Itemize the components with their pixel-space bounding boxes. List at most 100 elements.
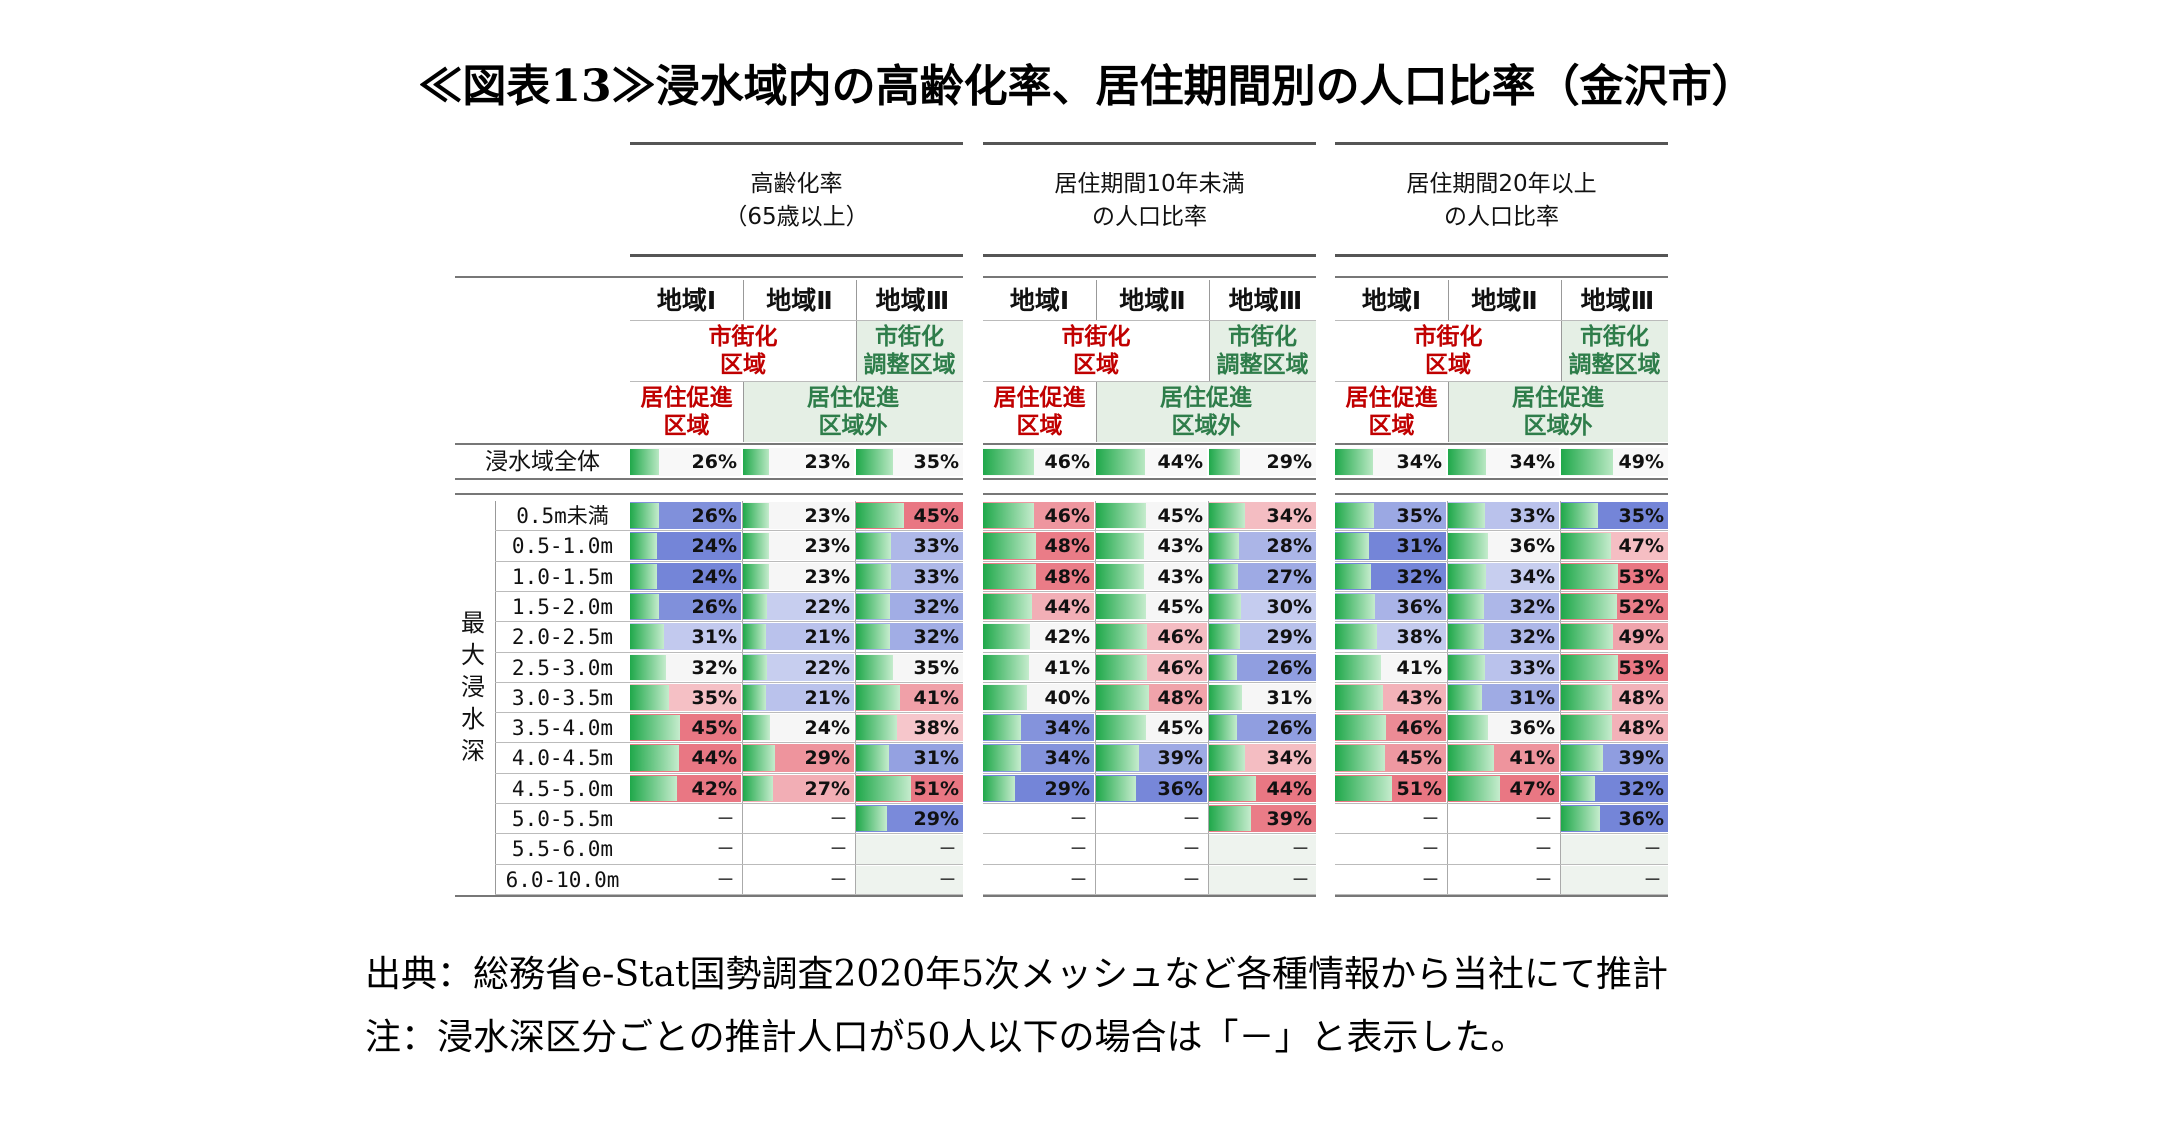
empty-cell-dash: － bbox=[715, 808, 735, 830]
cell-value: 38% bbox=[913, 717, 959, 740]
row-rule bbox=[1335, 651, 1668, 653]
cell-value: 26% bbox=[691, 595, 737, 618]
row-rule bbox=[983, 651, 1316, 653]
row-rule bbox=[495, 560, 630, 562]
row-rule bbox=[983, 530, 1316, 532]
total-value: 34% bbox=[1509, 451, 1555, 473]
data-bar bbox=[1561, 684, 1612, 711]
data-bar bbox=[1561, 745, 1603, 771]
row-rule bbox=[983, 681, 1316, 683]
data-bar bbox=[1096, 563, 1144, 589]
col-divider bbox=[855, 682, 856, 714]
col-divider bbox=[1560, 591, 1561, 623]
row-rule bbox=[630, 863, 963, 865]
data-bar bbox=[1561, 593, 1617, 620]
zone-label-sokushin-gai: 居住促進 bbox=[807, 385, 899, 411]
empty-cell-dash: － bbox=[937, 868, 957, 891]
col-divider bbox=[742, 501, 743, 532]
empty-cell-bg bbox=[1209, 865, 1316, 894]
region-header-rule bbox=[1335, 276, 1668, 278]
row-rule bbox=[983, 621, 1316, 623]
zone-label-sokushin-gai: 居住促進 bbox=[1512, 385, 1604, 411]
row-rule bbox=[983, 772, 1316, 774]
row-rule bbox=[630, 560, 963, 562]
cell-value: 21% bbox=[804, 686, 850, 709]
col-divider bbox=[1560, 804, 1561, 835]
data-bar bbox=[1209, 684, 1242, 711]
cell-value: 44% bbox=[1044, 595, 1090, 618]
col-divider bbox=[1447, 773, 1448, 804]
data-bar bbox=[1209, 563, 1238, 589]
body-top-rule bbox=[983, 493, 1316, 495]
row-rule bbox=[630, 742, 963, 744]
zone-label-shigaika: 区域 bbox=[720, 352, 766, 378]
col-divider bbox=[1208, 773, 1209, 804]
label-col-rule bbox=[455, 276, 630, 278]
data-bar bbox=[743, 654, 767, 680]
cell-value: 41% bbox=[1509, 747, 1555, 770]
data-bar bbox=[983, 654, 1029, 680]
zone-divider bbox=[1096, 382, 1097, 442]
data-bar bbox=[1448, 533, 1488, 559]
empty-cell-bg bbox=[743, 835, 854, 864]
region-label: 地域Ⅲ bbox=[1580, 286, 1655, 315]
col-divider bbox=[1560, 652, 1561, 683]
cell-value: 46% bbox=[1157, 626, 1203, 649]
col-divider bbox=[742, 682, 743, 714]
zone-label-sokushin: 区域 bbox=[1016, 413, 1063, 439]
row-rule bbox=[1335, 590, 1668, 592]
data-bar bbox=[983, 775, 1015, 801]
data-bar bbox=[856, 715, 897, 741]
depth-label: 6.0-10.0m bbox=[505, 867, 620, 892]
cell-value: 48% bbox=[1157, 686, 1203, 709]
col-divider bbox=[855, 743, 856, 774]
zone-label-sokushin-gai: 区域外 bbox=[1171, 413, 1241, 439]
cell-value: 40% bbox=[1044, 686, 1090, 709]
col-divider bbox=[855, 864, 856, 895]
cell-value: 36% bbox=[1396, 595, 1442, 618]
zone-label-sokushin: 居住促進 bbox=[640, 385, 733, 411]
group-header-bottom-rule bbox=[983, 254, 1316, 257]
data-bar bbox=[856, 775, 911, 801]
col-divider bbox=[742, 591, 743, 623]
zone-label-shigaika: 市街化 bbox=[1413, 324, 1483, 350]
row-rule bbox=[1335, 621, 1668, 623]
empty-cell-bg bbox=[1209, 835, 1316, 864]
zone-label-chosei: 調整区域 bbox=[863, 352, 956, 378]
empty-cell-dash: － bbox=[828, 838, 848, 861]
region-label: 地域Ⅱ bbox=[766, 286, 833, 315]
zone-label-chosei: 調整区域 bbox=[1568, 352, 1661, 378]
zone-bottom-rule bbox=[630, 443, 963, 445]
data-bar bbox=[1096, 533, 1144, 559]
cell-value: 30% bbox=[1266, 595, 1312, 618]
group-header-text: 高齢化率 bbox=[750, 171, 843, 197]
data-bar bbox=[1335, 503, 1374, 529]
data-bar bbox=[1096, 624, 1147, 650]
cell-value: 23% bbox=[804, 505, 850, 527]
zone-label-chosei: 調整区域 bbox=[1216, 352, 1309, 378]
depth-label: 4.0-4.5m bbox=[511, 746, 614, 771]
data-bar bbox=[630, 563, 657, 589]
empty-cell-bg bbox=[1335, 805, 1446, 834]
zone-label-sokushin-gai: 区域外 bbox=[1523, 413, 1593, 439]
row-rule bbox=[630, 530, 963, 532]
cell-value: 49% bbox=[1618, 626, 1664, 649]
cell-value: 32% bbox=[1509, 626, 1555, 649]
total-bar bbox=[1335, 449, 1373, 475]
col-divider bbox=[1095, 531, 1096, 562]
data-bar bbox=[743, 563, 769, 589]
side-label-char: 浸 bbox=[461, 673, 485, 702]
total-bottom-rule bbox=[630, 478, 963, 480]
data-bar bbox=[983, 503, 1034, 529]
zone-rule bbox=[630, 320, 963, 321]
data-bar bbox=[1561, 654, 1618, 680]
cell-value: 42% bbox=[691, 777, 737, 800]
data-bar bbox=[630, 715, 680, 741]
data-bar bbox=[1335, 775, 1392, 801]
col-divider bbox=[742, 743, 743, 774]
empty-cell-dash: － bbox=[1533, 838, 1553, 861]
zone-label-shigaika: 区域 bbox=[1073, 352, 1119, 378]
cell-value: 39% bbox=[1266, 808, 1312, 830]
data-bar bbox=[630, 533, 657, 559]
col-divider bbox=[1447, 501, 1448, 532]
